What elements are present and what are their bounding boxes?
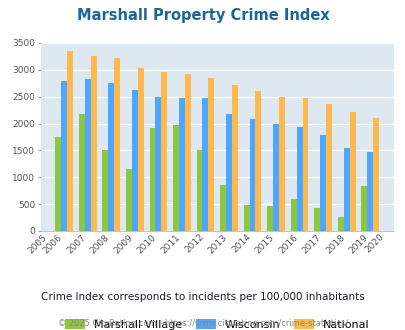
Bar xyxy=(126,169,132,231)
Bar xyxy=(249,119,255,231)
Bar xyxy=(220,185,226,231)
Bar xyxy=(161,73,167,231)
Bar xyxy=(313,209,320,231)
Bar xyxy=(173,125,179,231)
Bar xyxy=(184,74,190,231)
Bar xyxy=(231,85,237,231)
Text: Marshall Property Crime Index: Marshall Property Crime Index xyxy=(77,8,328,23)
Bar xyxy=(349,113,355,231)
Bar xyxy=(278,97,284,231)
Bar xyxy=(255,91,261,231)
Bar xyxy=(85,80,90,231)
Bar xyxy=(360,186,367,231)
Bar xyxy=(90,56,96,231)
Bar xyxy=(108,83,114,231)
Bar xyxy=(208,78,214,231)
Bar xyxy=(325,104,331,231)
Bar xyxy=(79,114,85,231)
Bar xyxy=(372,118,378,231)
Bar xyxy=(114,58,120,231)
Bar xyxy=(149,128,155,231)
Bar xyxy=(367,152,372,231)
Bar xyxy=(302,98,308,231)
Bar xyxy=(196,150,202,231)
Bar xyxy=(137,68,143,231)
Bar xyxy=(155,97,161,231)
Text: Crime Index corresponds to incidents per 100,000 inhabitants: Crime Index corresponds to incidents per… xyxy=(41,292,364,302)
Bar xyxy=(266,206,273,231)
Bar xyxy=(226,114,231,231)
Bar xyxy=(337,217,343,231)
Bar xyxy=(61,81,67,231)
Text: © 2025 CityRating.com - https://www.cityrating.com/crime-statistics/: © 2025 CityRating.com - https://www.city… xyxy=(58,319,347,328)
Bar xyxy=(273,124,278,231)
Bar xyxy=(132,90,137,231)
Bar xyxy=(343,148,349,231)
Bar xyxy=(55,137,61,231)
Bar xyxy=(102,150,108,231)
Legend: Marshall Village, Wisconsin, National: Marshall Village, Wisconsin, National xyxy=(65,319,368,330)
Bar xyxy=(243,205,249,231)
Bar xyxy=(320,135,325,231)
Bar xyxy=(67,51,73,231)
Bar xyxy=(296,127,302,231)
Bar xyxy=(290,199,296,231)
Bar xyxy=(202,98,208,231)
Bar xyxy=(179,98,184,231)
